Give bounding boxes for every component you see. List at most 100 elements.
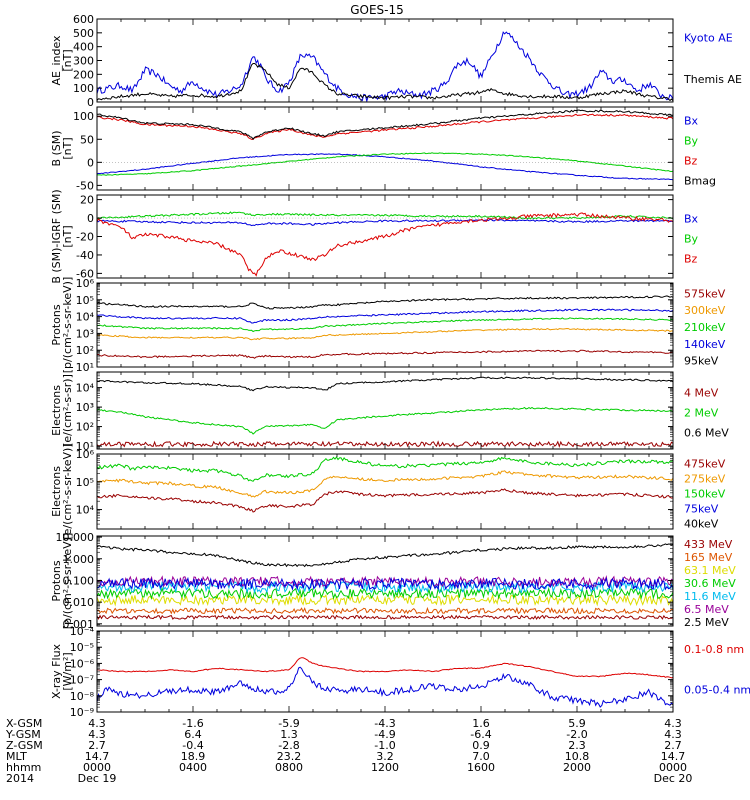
series-line	[97, 470, 673, 498]
y-tick-label: 10⁻⁸	[70, 690, 95, 703]
x-axis-value: 1600	[467, 761, 495, 774]
y-tick-label: 10⁻⁹	[70, 706, 94, 719]
y-tick-label: -60	[76, 267, 94, 280]
series-group	[97, 295, 673, 359]
legend-entry: 2.5 MeV	[684, 616, 729, 629]
y-axis-unit: [W/m²]	[61, 652, 74, 690]
x-axis-value: -4.9	[374, 728, 395, 741]
y-tick-label: 10⁻⁵	[70, 641, 94, 654]
panel-frame	[96, 106, 674, 191]
panel-bsm: 100 50 0 -50 B (SM)[nT] Bx By Bz Bmag	[50, 106, 716, 192]
y-axis-label: AE_index	[50, 35, 63, 86]
series-line	[97, 586, 673, 601]
chart-title: GOES-15	[350, 3, 404, 17]
y-tick-label: 100	[73, 82, 94, 95]
x-axis-row-label: Y-GSM	[5, 728, 41, 741]
series-line	[97, 488, 673, 513]
x-axis-value: 0000	[83, 761, 111, 774]
legend-entry: 475keV	[684, 458, 726, 471]
legend-entry: 40keV	[684, 518, 719, 531]
series-group	[97, 109, 673, 181]
series-line	[97, 218, 673, 227]
series-group	[97, 543, 673, 621]
y-tick-label: 1.000	[63, 553, 95, 566]
x-axis-value: 10.8	[565, 750, 590, 763]
legend-entry: 300keV	[684, 304, 726, 317]
x-axis-value: 3.2	[376, 750, 394, 763]
y-tick-label: 0.010	[63, 596, 95, 609]
series-line	[97, 657, 673, 679]
series-group	[97, 211, 673, 277]
legend-entry: 0.05-0.4 nm	[684, 683, 750, 696]
x-axis-value: 14.7	[85, 750, 110, 763]
legend-entry: 95keV	[684, 355, 719, 368]
legend-entry: Bx	[684, 115, 699, 128]
x-axis-value: 2.7	[664, 739, 682, 752]
y-axis-unit: [p/(cm²-s-sr-keV)]	[61, 277, 74, 374]
legend-entry: Bz	[684, 155, 698, 168]
series-line	[97, 456, 673, 482]
x-axis-value: -0.4	[182, 739, 203, 752]
y-axis-label: Electrons	[50, 385, 63, 436]
x-axis-row-label: MLT	[6, 750, 27, 763]
y-tick-label: 300	[73, 55, 94, 68]
legend-entry: 11.6 MeV	[684, 590, 736, 603]
y-tick-label: 0	[87, 156, 94, 169]
x-axis-value: 6.4	[184, 728, 202, 741]
series-line	[97, 406, 673, 435]
y-tick-label: 10³	[76, 327, 94, 340]
y-tick-label: 10¹	[76, 361, 94, 374]
series-line	[97, 349, 673, 359]
series-line	[97, 614, 673, 621]
x-axis-value: 5.9	[568, 717, 586, 730]
legend-entry: 0.1-0.8 nm	[684, 643, 744, 656]
x-axis-value: -6.4	[470, 728, 491, 741]
series-line	[97, 152, 673, 176]
series-line	[97, 593, 673, 607]
series-line	[97, 543, 673, 568]
y-tick-label: 10⁵	[76, 476, 94, 489]
legend-entry: 433 MeV	[684, 538, 733, 551]
y-tick-label: 10⁻⁷	[70, 674, 94, 687]
y-axis-label: X-ray Flux	[50, 643, 63, 699]
legend-entry: 75keV	[684, 503, 719, 516]
x-axis-row-label: Z-GSM	[6, 739, 43, 752]
panel-electrons1: 10⁴ 10³ 10² 10¹ Electrons[e/(cm²-s-sr)] 4 MeV…	[50, 371, 729, 453]
x-axis-value: Dec 19	[78, 772, 117, 785]
legend-entry: 275keV	[684, 473, 726, 486]
panel-frame	[96, 282, 674, 368]
y-tick-label: 500	[73, 27, 94, 40]
legend-entry: Bx	[684, 213, 699, 226]
y-axis-label: Protons	[50, 560, 63, 601]
series-line	[97, 317, 673, 333]
x-axis-value: 0800	[275, 761, 303, 774]
x-axis-value: -4.3	[374, 717, 395, 730]
x-axis-value: 0000	[659, 761, 687, 774]
legend-entry: Bz	[684, 253, 698, 266]
y-tick-label: 100	[73, 110, 94, 123]
series-group	[97, 31, 673, 102]
legend-entry: 575keV	[684, 287, 726, 300]
y-axis-unit: [p/(cm²-s-sr-keV)]	[61, 533, 74, 630]
legend-entry: By	[684, 135, 699, 148]
y-tick-label: 10³	[76, 401, 94, 414]
y-tick-label: 10⁶	[76, 277, 95, 290]
x-axis-value: 23.2	[277, 750, 302, 763]
series-line	[97, 308, 673, 324]
x-axis-value: -1.6	[182, 717, 203, 730]
y-axis-label: B (SM)	[50, 130, 63, 166]
legend-entry: 63.1 MeV	[684, 564, 736, 577]
panel-protons2: 10.000 1.000 0.100 0.010 0.001 Protons[p/(cm²…	[50, 531, 736, 631]
y-axis-unit: [nT]	[61, 225, 74, 247]
x-axis-value: 14.7	[661, 750, 686, 763]
x-axis-value: -2.8	[278, 739, 299, 752]
series-group	[97, 657, 673, 708]
y-tick-label: 10⁴	[76, 382, 95, 395]
legend-entry: 210keV	[684, 321, 726, 334]
legend-entry: By	[684, 233, 699, 246]
x-axis-value: Dec 20	[654, 772, 693, 785]
y-axis-label: B (SM)-IGRF (SM)	[50, 189, 63, 283]
